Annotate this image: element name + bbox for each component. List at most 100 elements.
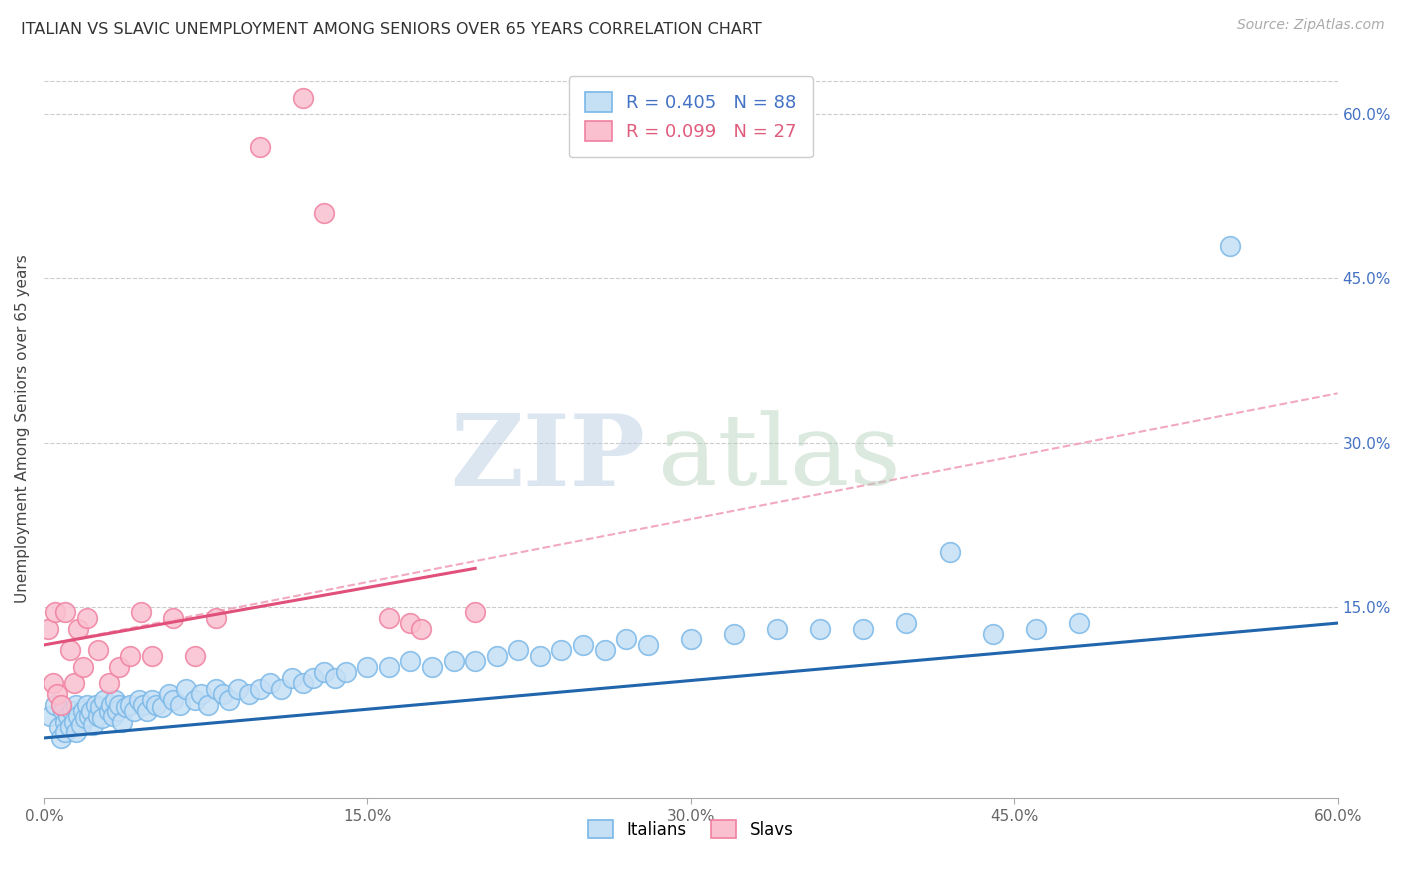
Point: [76, 610, 98, 624]
Point: [120, 648, 142, 663]
Point: [356, 660, 378, 674]
Point: [259, 676, 281, 690]
Point: [93, 692, 115, 706]
Text: ITALIAN VS SLAVIC UNEMPLOYMENT AMONG SENIORS OVER 65 YEARS CORRELATION CHART: ITALIAN VS SLAVIC UNEMPLOYMENT AMONG SEN…: [21, 22, 762, 37]
Point: [37, 622, 59, 636]
Text: ZIP: ZIP: [450, 410, 645, 507]
Point: [270, 681, 292, 696]
Point: [82, 718, 104, 732]
Point: [72, 704, 94, 718]
Point: [162, 692, 184, 706]
Point: [852, 622, 875, 636]
Point: [45, 687, 67, 701]
Point: [128, 692, 150, 706]
Point: [67, 622, 90, 636]
Point: [302, 671, 325, 685]
Point: [132, 698, 155, 713]
Point: [464, 654, 486, 668]
Point: [84, 698, 107, 713]
Legend: Italians, Slavs: Italians, Slavs: [581, 814, 800, 846]
Point: [205, 610, 228, 624]
Text: atlas: atlas: [658, 410, 901, 507]
Point: [55, 605, 77, 619]
Point: [169, 698, 191, 713]
Point: [766, 622, 789, 636]
Point: [238, 687, 260, 701]
Point: [55, 714, 77, 729]
Point: [508, 643, 530, 657]
Point: [44, 605, 66, 619]
Point: [63, 676, 86, 690]
Point: [679, 632, 702, 647]
Point: [212, 687, 235, 701]
Point: [485, 648, 508, 663]
Point: [87, 709, 110, 723]
Point: [65, 725, 87, 739]
Point: [65, 698, 87, 713]
Point: [249, 140, 271, 154]
Point: [281, 671, 304, 685]
Point: [614, 632, 637, 647]
Point: [89, 700, 111, 714]
Point: [55, 725, 77, 739]
Point: [335, 665, 357, 680]
Point: [411, 622, 433, 636]
Point: [184, 648, 207, 663]
Point: [52, 704, 75, 718]
Point: [59, 720, 82, 734]
Point: [48, 720, 70, 734]
Point: [938, 545, 960, 559]
Point: [49, 698, 72, 713]
Point: [87, 643, 110, 657]
Point: [76, 698, 98, 713]
Point: [141, 692, 163, 706]
Point: [291, 91, 314, 105]
Point: [91, 711, 114, 725]
Point: [314, 206, 336, 220]
Point: [80, 704, 103, 718]
Point: [399, 654, 422, 668]
Point: [464, 605, 486, 619]
Point: [101, 709, 124, 723]
Point: [49, 731, 72, 745]
Point: [114, 700, 136, 714]
Point: [97, 704, 120, 718]
Point: [249, 681, 271, 696]
Point: [39, 709, 62, 723]
Point: [981, 627, 1004, 641]
Point: [41, 676, 63, 690]
Point: [197, 698, 219, 713]
Point: [63, 714, 86, 729]
Point: [77, 709, 100, 723]
Point: [550, 643, 572, 657]
Point: [136, 704, 159, 718]
Point: [97, 676, 120, 690]
Point: [104, 692, 127, 706]
Point: [141, 648, 163, 663]
Point: [120, 698, 142, 713]
Point: [184, 692, 207, 706]
Point: [190, 687, 212, 701]
Point: [129, 605, 152, 619]
Point: [205, 681, 228, 696]
Point: [44, 698, 66, 713]
Point: [105, 704, 128, 718]
Point: [108, 698, 131, 713]
Point: [56, 709, 79, 723]
Point: [1067, 616, 1090, 631]
Point: [100, 698, 122, 713]
Point: [226, 681, 249, 696]
Point: [124, 704, 146, 718]
Point: [896, 616, 918, 631]
Point: [157, 687, 180, 701]
Point: [593, 643, 616, 657]
Point: [378, 610, 401, 624]
Point: [314, 665, 336, 680]
Point: [572, 638, 595, 652]
Point: [218, 692, 240, 706]
Point: [378, 660, 401, 674]
Point: [67, 709, 90, 723]
Point: [174, 681, 197, 696]
Point: [72, 660, 94, 674]
Y-axis label: Unemployment Among Seniors over 65 years: Unemployment Among Seniors over 65 years: [15, 254, 30, 603]
